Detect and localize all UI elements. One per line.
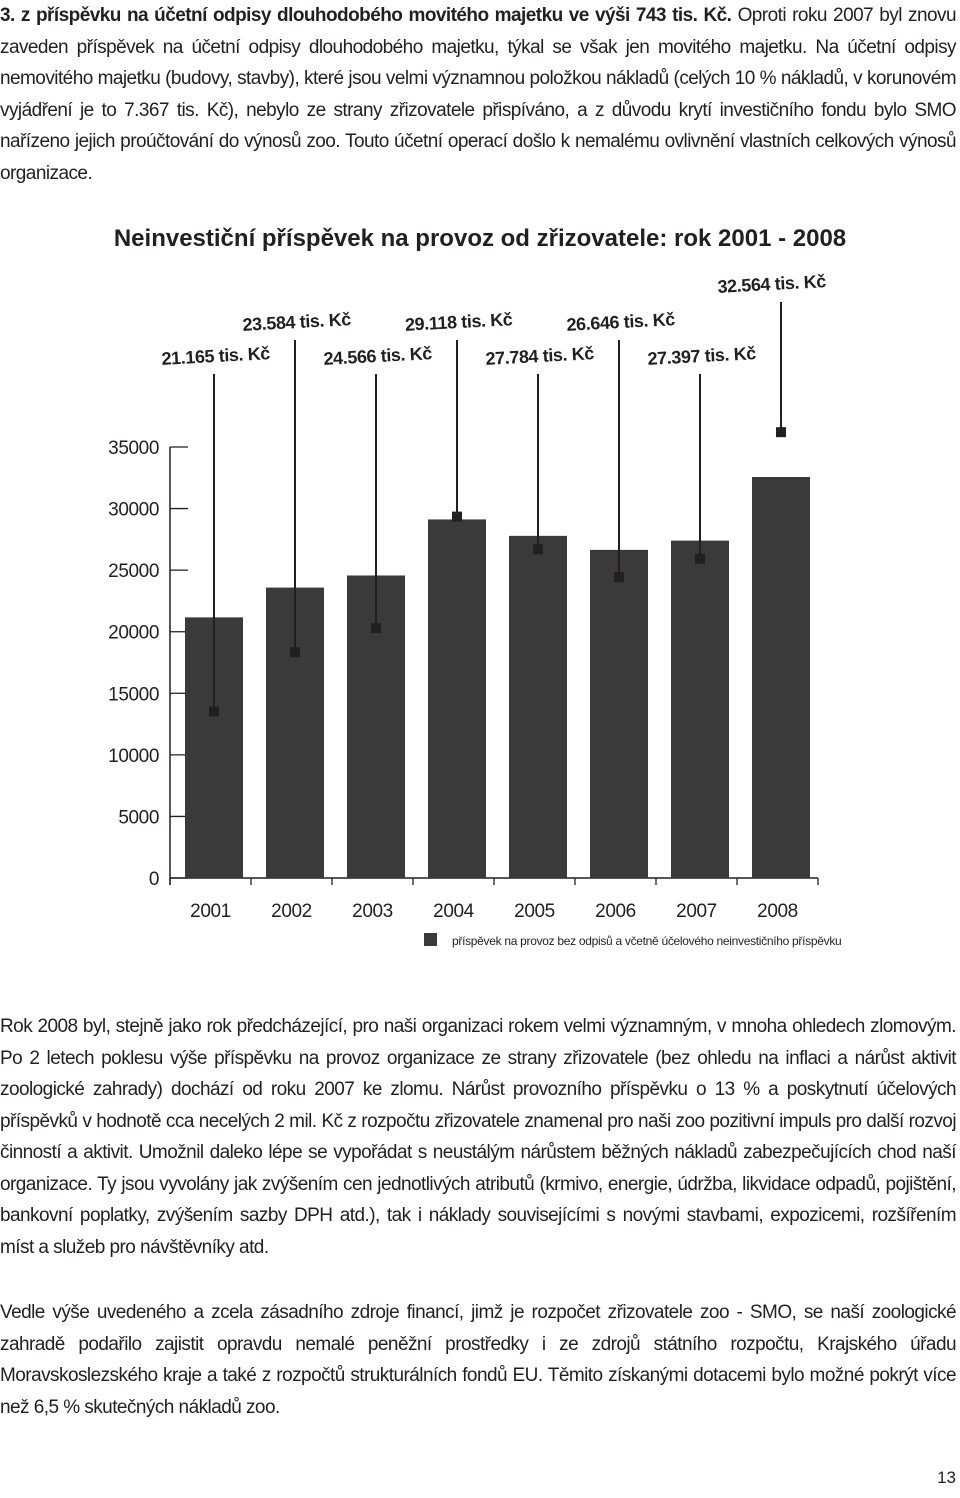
intro-lead: 3. z příspěvku na účetní odpisy dlouhodo…	[0, 5, 732, 26]
x-tick-label: 2002	[271, 901, 312, 922]
y-tick-label: 0	[149, 869, 159, 890]
x-tick-label: 2005	[514, 901, 555, 922]
y-tick-label: 20000	[108, 623, 159, 644]
y-tick-label: 35000	[108, 438, 159, 459]
callout-marker	[614, 572, 624, 583]
x-tick-label: 2006	[595, 901, 636, 922]
callout-marker	[452, 511, 462, 522]
callout-marker	[290, 647, 300, 658]
y-tick-label: 10000	[108, 746, 159, 767]
x-tick-label: 2004	[433, 901, 475, 922]
callout-marker	[209, 706, 219, 717]
x-tick-label: 2008	[757, 901, 798, 922]
x-tick-label: 2003	[352, 901, 393, 922]
y-tick-label: 15000	[108, 684, 159, 705]
data-label-2008: 32.564 tis. Kč	[717, 271, 827, 297]
data-label-2004: 29.118 tis. Kč	[404, 309, 513, 335]
paragraph-3: Vedle výše uvedeného a zcela zásadního z…	[0, 1302, 957, 1418]
y-tick-label: 5000	[118, 807, 159, 828]
bar-2007	[671, 540, 729, 878]
intro-rest: Oproti roku 2007 byl znovu zaveden přísp…	[0, 5, 957, 184]
bar-2006	[590, 549, 648, 878]
y-tick-label: 25000	[108, 561, 159, 582]
legend-swatch	[424, 933, 437, 946]
bar-2008	[752, 476, 810, 878]
chart-legend: příspěvek na provoz bez odpisů a včetně …	[424, 933, 842, 948]
bar-2005	[509, 535, 567, 878]
callout-marker	[695, 553, 705, 564]
y-tick-label: 30000	[108, 500, 159, 521]
paragraph-2: Rok 2008 byl, stejně jako rok předcházej…	[0, 1016, 957, 1258]
chart-bars	[185, 476, 810, 878]
intro-paragraph: 3. z příspěvku na účetní odpisy dlouhodo…	[0, 0, 957, 189]
legend-label: příspěvek na provoz bez odpisů a včetně …	[452, 934, 841, 948]
page-number: 13	[937, 1468, 956, 1487]
data-label-2003: 24.566 tis. Kč	[323, 343, 433, 369]
data-label-2007: 27.397 tis. Kč	[647, 343, 757, 369]
chart-title: Neinvestiční příspěvek na provoz od zřiz…	[114, 225, 846, 252]
callout-marker	[533, 544, 543, 555]
y-tick-labels: 0 5000 10000 15000 20000 25000 30000 35000	[108, 438, 159, 890]
data-label-2001: 21.165 tis. Kč	[161, 343, 271, 369]
data-label-2002: 23.584 tis. Kč	[242, 309, 352, 335]
callout-marker	[776, 427, 786, 438]
x-tick-label: 2001	[190, 901, 231, 922]
bar-2004	[428, 519, 486, 878]
data-label-2005: 27.784 tis. Kč	[485, 343, 595, 369]
contribution-chart: Neinvestiční příspěvek na provoz od zřiz…	[108, 225, 846, 948]
x-tick-label: 2007	[676, 901, 717, 922]
x-tick-labels: 2001 2002 2003 2004 2005 2006 2007 2008	[190, 901, 798, 922]
callout-marker	[371, 623, 381, 634]
data-label-2006: 26.646 tis. Kč	[566, 309, 676, 335]
